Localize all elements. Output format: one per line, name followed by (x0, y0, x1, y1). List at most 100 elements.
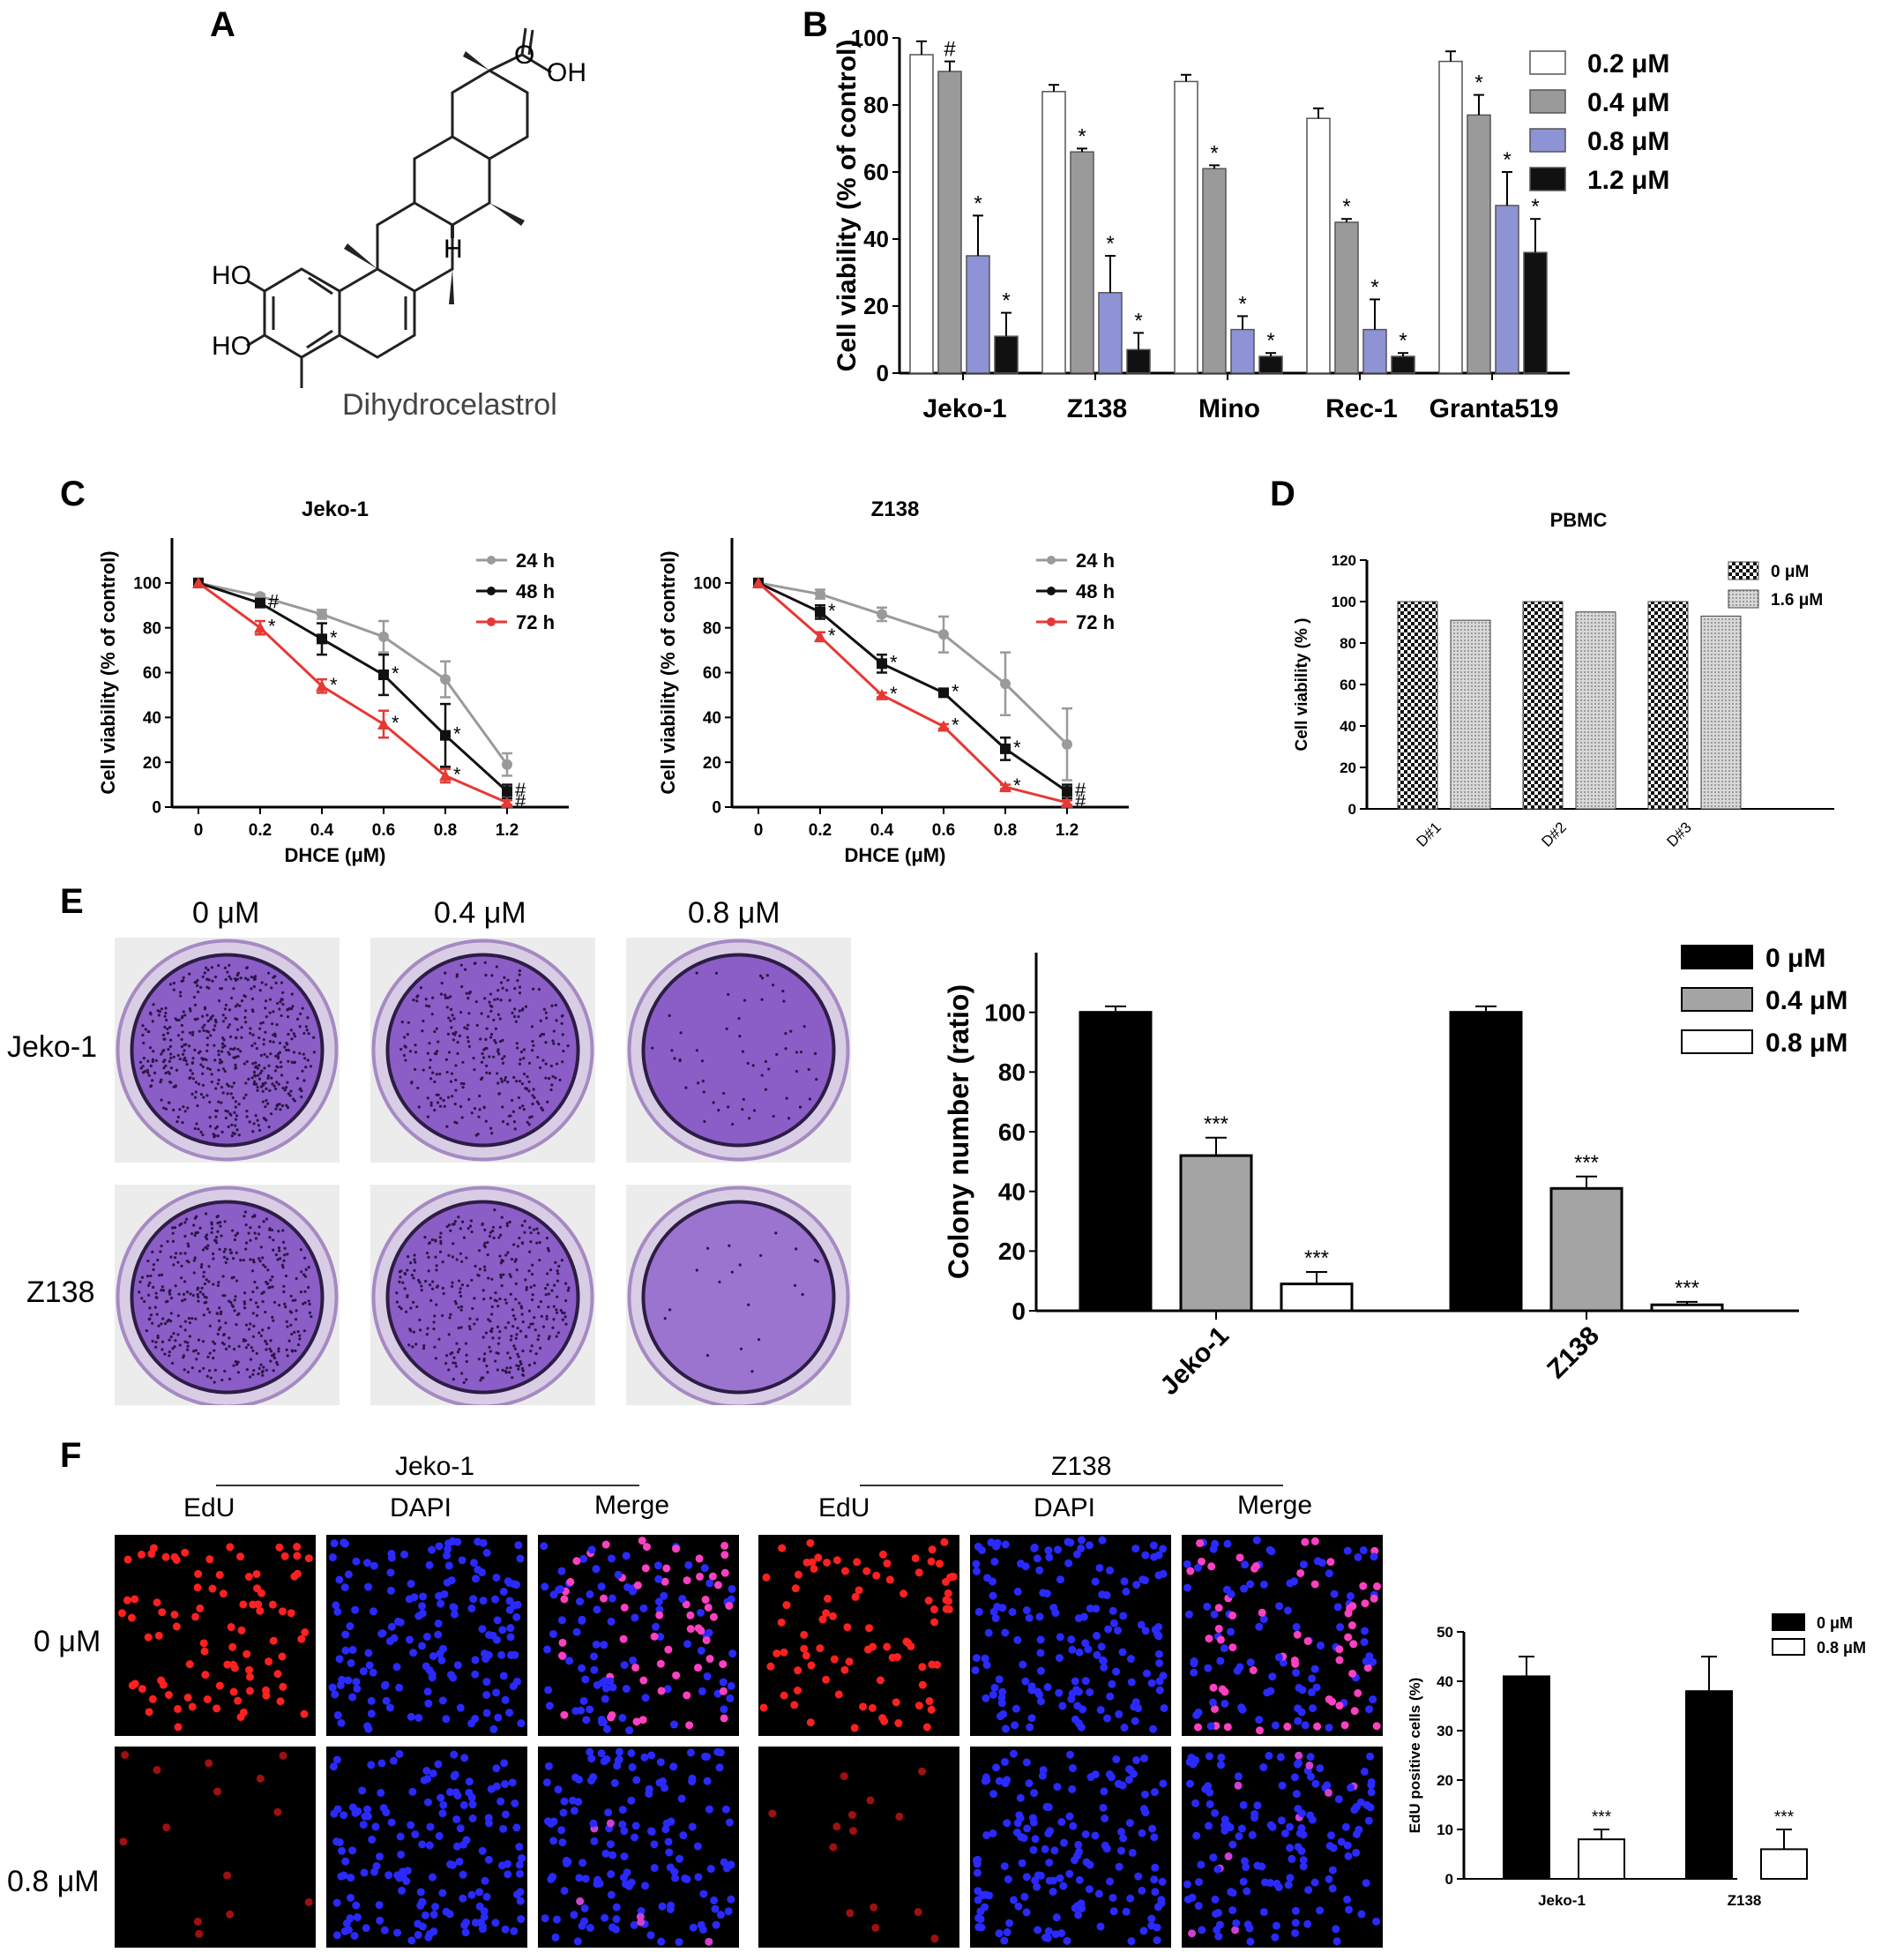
cell-nucleus (1159, 1545, 1168, 1553)
colony-dot (227, 1125, 230, 1128)
colony-dot (518, 1062, 522, 1066)
cell-nucleus (682, 1600, 690, 1609)
colony-dot (203, 1006, 207, 1009)
colony-dot (499, 981, 504, 984)
colony-dot (521, 1369, 525, 1373)
cell-nucleus (699, 1889, 708, 1898)
colony-dot (290, 1349, 294, 1352)
colony-dot (216, 1332, 220, 1336)
colony-dot (273, 1035, 277, 1038)
colony-dot (293, 1099, 296, 1103)
colony-dot (261, 1369, 265, 1373)
chart-c1-point (192, 576, 205, 588)
cell-nucleus (1151, 1888, 1160, 1896)
colony-dot (532, 987, 535, 991)
colony-dot (447, 1016, 451, 1020)
chart-c2-x-tick-label: 0.2 (809, 821, 832, 840)
cell-nucleus (631, 1822, 640, 1830)
colony-dot (202, 1270, 205, 1274)
colony-dot (188, 1031, 192, 1035)
colony-dot (774, 1231, 778, 1235)
cell-nucleus (1071, 1715, 1080, 1724)
channel-label-edu-1: EdU (183, 1493, 235, 1522)
colony-dot (408, 1328, 412, 1331)
cell-nucleus (1310, 1665, 1319, 1673)
colony-dot (254, 1061, 258, 1065)
cell-nucleus (709, 1612, 718, 1621)
colony-dot (258, 989, 262, 992)
cell-nucleus (1238, 1705, 1247, 1714)
colony-dot (156, 1009, 160, 1013)
cell-nucleus (1064, 1559, 1073, 1567)
colony-dot (167, 1047, 170, 1051)
chart-f-sig-mark: *** (1592, 1808, 1612, 1827)
colony-dot (440, 981, 444, 985)
cell-nucleus (619, 1874, 628, 1882)
colony-dot (460, 1283, 465, 1287)
colony-dot (214, 1115, 218, 1118)
chart-f-bar (1685, 1690, 1733, 1880)
colony-dot (181, 1121, 184, 1125)
chart-e-legend-label: 0.8 μM (1765, 1029, 1847, 1058)
colony-dot (265, 983, 268, 986)
colony-dot (467, 1044, 472, 1048)
colony-dot (193, 1233, 197, 1238)
cell-nucleus (429, 1911, 438, 1919)
colony-dot (164, 1018, 168, 1022)
colony-dot (217, 1053, 220, 1057)
cell-nucleus (650, 1840, 659, 1849)
cell-nucleus (607, 1890, 616, 1899)
cell-nucleus (278, 1652, 287, 1661)
colony-dot (176, 1333, 180, 1336)
cell-nucleus (902, 1637, 911, 1646)
colony-dot (191, 1057, 195, 1060)
cell-nucleus (1325, 1694, 1333, 1703)
colony-dot (423, 1236, 427, 1239)
cell-nucleus (843, 1623, 852, 1632)
colony-dot (275, 1022, 279, 1027)
cell-nucleus (1158, 1877, 1167, 1886)
colony-dot (253, 1280, 257, 1284)
cell-nucleus (1065, 1812, 1074, 1821)
colony-dot (444, 1361, 448, 1365)
colony-dot (252, 1080, 257, 1083)
cell-nucleus (625, 1726, 634, 1735)
colony-dot (151, 1059, 154, 1064)
cell-nucleus (586, 1705, 594, 1714)
colony-dot (410, 1274, 414, 1277)
cell-nucleus (802, 1651, 810, 1660)
colony-dot (303, 1301, 307, 1305)
cell-nucleus (1100, 1663, 1108, 1672)
cell-nucleus (800, 1644, 809, 1653)
micro-panel-background (115, 1747, 316, 1948)
cell-nucleus (455, 1857, 464, 1866)
chart-c1-legend-marker (487, 556, 496, 565)
cell-nucleus (1333, 1603, 1342, 1612)
colony-dot (166, 1027, 169, 1031)
colony-dot (235, 1360, 239, 1365)
colony-dot (432, 1320, 436, 1324)
colony-dot (228, 1299, 231, 1303)
chart-b-sig-mark: * (1399, 329, 1407, 353)
colony-dot (154, 1291, 158, 1295)
cell-nucleus (1343, 1546, 1352, 1555)
atom-label-ho-2: HO (212, 332, 251, 361)
cell-nucleus (434, 1630, 443, 1639)
cell-nucleus (504, 1870, 512, 1879)
colony-dot (244, 1093, 248, 1096)
colony-dot (499, 1233, 503, 1237)
cell-nucleus (342, 1919, 351, 1927)
colony-dot (265, 1217, 268, 1221)
colony-dot (190, 1061, 194, 1066)
colony-dot (252, 1261, 256, 1264)
colony-dot (213, 1238, 217, 1242)
cell-nucleus (1310, 1537, 1319, 1545)
colony-dot (267, 1126, 271, 1129)
cell-nucleus (428, 1873, 437, 1881)
colony-dot (197, 990, 200, 994)
cell-nucleus (566, 1577, 575, 1586)
cell-nucleus (348, 1803, 357, 1812)
colony-dot (522, 1107, 526, 1111)
colony-dot (180, 1037, 183, 1041)
colony-dot (171, 1347, 175, 1350)
